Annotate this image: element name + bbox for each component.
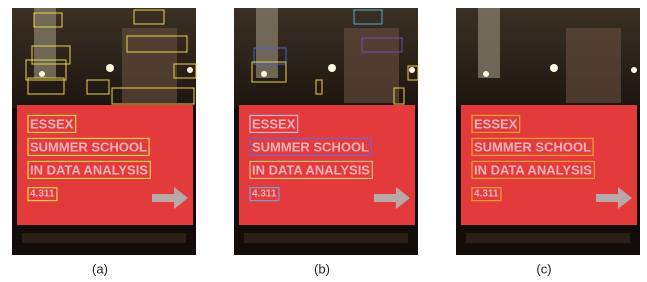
- light: [631, 67, 637, 73]
- photo-panel: ESSEX SUMMER SCHOOL IN DATA ANALYSIS 4.311: [456, 8, 640, 255]
- figure: ESSEX SUMMER SCHOOL IN DATA ANALYSIS 4.311 (…: [0, 0, 647, 282]
- sign-text: 4.311: [474, 189, 499, 200]
- building-strip: [256, 8, 278, 78]
- bottom-shelf: [466, 233, 630, 243]
- sign-text: SUMMER SCHOOL: [252, 139, 369, 154]
- light: [328, 64, 336, 72]
- light: [39, 71, 45, 77]
- light: [106, 64, 114, 72]
- reflection: [344, 28, 399, 103]
- building-strip: [34, 8, 56, 78]
- page: ESSEX SUMMER SCHOOL IN DATA ANALYSIS 4.311 (…: [0, 0, 647, 282]
- sign-text: 4.311: [30, 189, 55, 200]
- bottom-shelf: [244, 233, 408, 243]
- panel-caption: (b): [314, 261, 330, 276]
- reflection: [566, 28, 621, 103]
- panel-caption: (c): [536, 261, 551, 276]
- light: [409, 67, 415, 73]
- reflection: [122, 28, 177, 103]
- photo-panel: ESSEX SUMMER SCHOOL IN DATA ANALYSIS 4.311: [12, 8, 196, 255]
- light: [483, 71, 489, 77]
- sign-text: IN DATA ANALYSIS: [474, 162, 592, 177]
- light: [187, 67, 193, 73]
- sign-text: ESSEX: [474, 116, 518, 131]
- sign-text: 4.311: [252, 189, 277, 200]
- panel-caption: (a): [92, 261, 108, 276]
- sign-text: IN DATA ANALYSIS: [30, 162, 148, 177]
- photo-panel: ESSEX SUMMER SCHOOL IN DATA ANALYSIS 4.311: [234, 8, 418, 255]
- light: [550, 64, 558, 72]
- light: [261, 71, 267, 77]
- sign-text: SUMMER SCHOOL: [474, 139, 591, 154]
- sign-text: ESSEX: [30, 116, 74, 131]
- sign-text: ESSEX: [252, 116, 296, 131]
- bottom-shelf: [22, 233, 186, 243]
- building-strip: [478, 8, 500, 78]
- sign-text: IN DATA ANALYSIS: [252, 162, 370, 177]
- sign-text: SUMMER SCHOOL: [30, 139, 147, 154]
